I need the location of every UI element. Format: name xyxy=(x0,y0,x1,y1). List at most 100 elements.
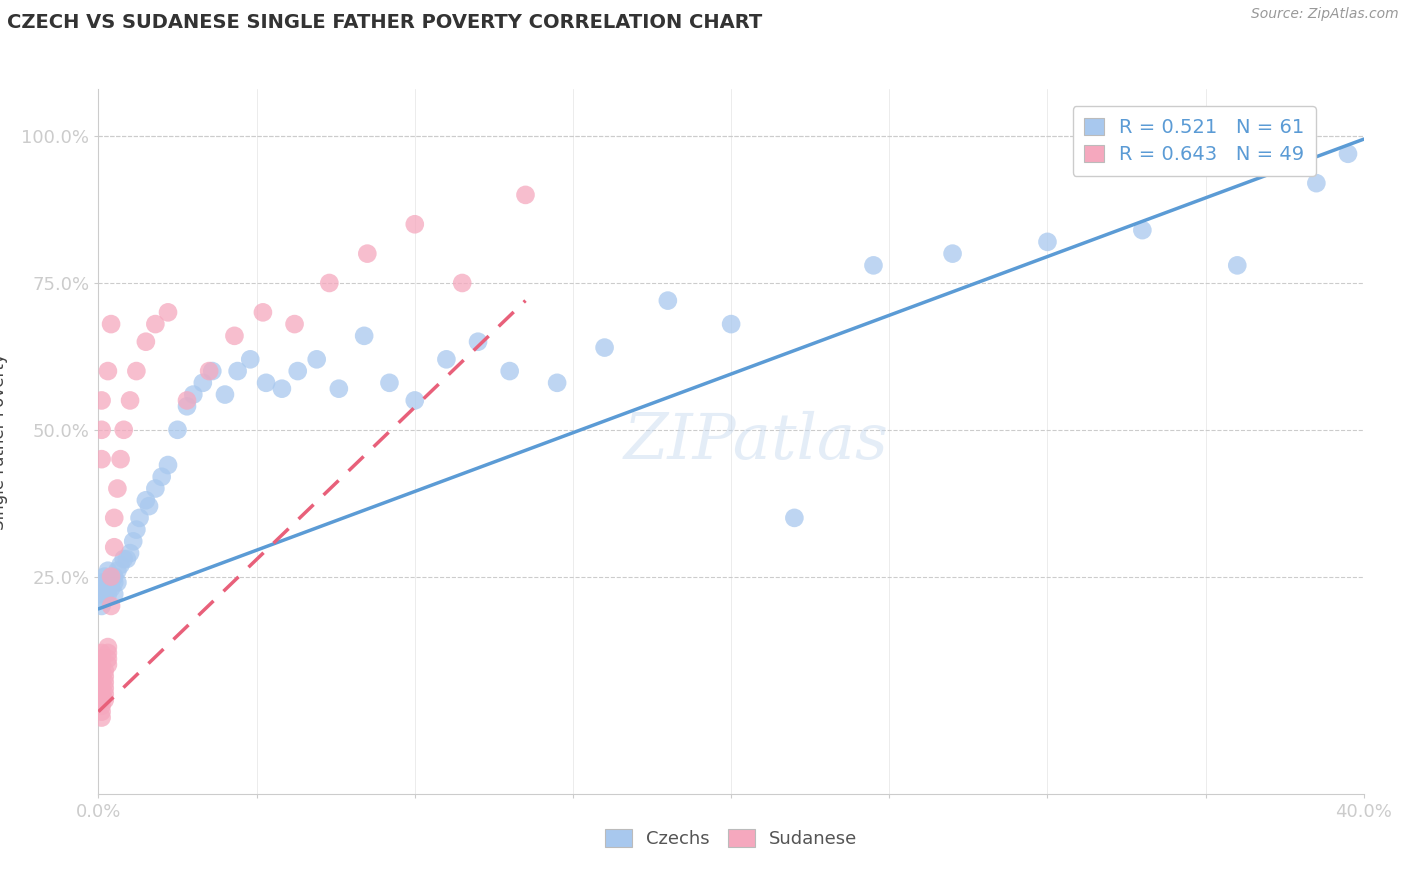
Point xyxy=(176,399,198,413)
Point xyxy=(657,293,679,308)
Point xyxy=(356,246,378,260)
Point xyxy=(498,364,520,378)
Point xyxy=(783,511,806,525)
Point xyxy=(90,710,112,724)
Point xyxy=(254,376,277,390)
Point xyxy=(90,452,112,467)
Point xyxy=(1305,176,1327,190)
Point xyxy=(1130,223,1153,237)
Point xyxy=(157,305,180,319)
Point xyxy=(318,276,340,290)
Point xyxy=(115,552,138,566)
Point xyxy=(90,587,112,601)
Y-axis label: Single Father Poverty: Single Father Poverty xyxy=(0,353,7,530)
Point xyxy=(239,352,262,367)
Point xyxy=(353,328,375,343)
Point xyxy=(97,582,120,596)
Point xyxy=(100,317,122,331)
Point xyxy=(93,681,117,696)
Point xyxy=(93,569,117,583)
Point xyxy=(107,575,129,590)
Point xyxy=(93,687,117,701)
Point xyxy=(270,382,294,396)
Point xyxy=(93,575,117,590)
Point xyxy=(157,458,180,472)
Point xyxy=(284,317,307,331)
Point xyxy=(100,575,122,590)
Point xyxy=(135,334,157,349)
Point xyxy=(107,482,129,496)
Point xyxy=(1337,146,1360,161)
Point xyxy=(90,705,112,719)
Point xyxy=(107,564,129,578)
Point xyxy=(166,423,188,437)
Point xyxy=(93,664,117,678)
Point xyxy=(97,587,120,601)
Point xyxy=(942,246,965,260)
Point xyxy=(90,646,112,660)
Point xyxy=(145,482,166,496)
Text: CZECH VS SUDANESE SINGLE FATHER POVERTY CORRELATION CHART: CZECH VS SUDANESE SINGLE FATHER POVERTY … xyxy=(7,13,762,32)
Point xyxy=(224,328,246,343)
Point xyxy=(287,364,309,378)
Point xyxy=(128,511,150,525)
Point xyxy=(90,693,112,707)
Point xyxy=(451,276,474,290)
Point xyxy=(103,511,125,525)
Point xyxy=(97,652,120,666)
Point xyxy=(125,364,148,378)
Text: Source: ZipAtlas.com: Source: ZipAtlas.com xyxy=(1251,7,1399,21)
Point xyxy=(90,599,112,613)
Point xyxy=(183,387,205,401)
Point xyxy=(112,552,135,566)
Point xyxy=(97,564,120,578)
Point xyxy=(112,423,135,437)
Point xyxy=(252,305,274,319)
Point xyxy=(138,499,160,513)
Point xyxy=(90,575,112,590)
Point xyxy=(90,669,112,683)
Point xyxy=(120,393,141,408)
Point xyxy=(93,693,117,707)
Point xyxy=(305,352,328,367)
Point xyxy=(93,675,117,690)
Point xyxy=(515,188,537,202)
Point xyxy=(100,569,122,583)
Point xyxy=(198,364,221,378)
Point xyxy=(593,341,616,355)
Point xyxy=(122,534,145,549)
Point xyxy=(90,698,112,713)
Point xyxy=(467,334,489,349)
Point xyxy=(100,599,122,613)
Point xyxy=(214,387,236,401)
Point xyxy=(97,657,120,672)
Point xyxy=(90,664,112,678)
Point xyxy=(110,558,132,572)
Point xyxy=(97,364,120,378)
Point xyxy=(191,376,214,390)
Point xyxy=(93,669,117,683)
Point xyxy=(103,541,125,555)
Point xyxy=(226,364,249,378)
Point xyxy=(436,352,458,367)
Point xyxy=(90,675,112,690)
Point xyxy=(90,393,112,408)
Point xyxy=(90,687,112,701)
Point xyxy=(120,546,141,560)
Point xyxy=(145,317,166,331)
Point xyxy=(378,376,401,390)
Point xyxy=(97,646,120,660)
Point xyxy=(135,493,157,508)
Point xyxy=(103,569,125,583)
Point xyxy=(404,393,426,408)
Point xyxy=(546,376,568,390)
Point xyxy=(93,587,117,601)
Point xyxy=(1226,259,1249,273)
Point xyxy=(100,582,122,596)
Point xyxy=(176,393,198,408)
Point xyxy=(201,364,224,378)
Point xyxy=(125,523,148,537)
Legend: Czechs, Sudanese: Czechs, Sudanese xyxy=(598,822,865,855)
Point xyxy=(97,640,120,654)
Point xyxy=(404,217,426,231)
